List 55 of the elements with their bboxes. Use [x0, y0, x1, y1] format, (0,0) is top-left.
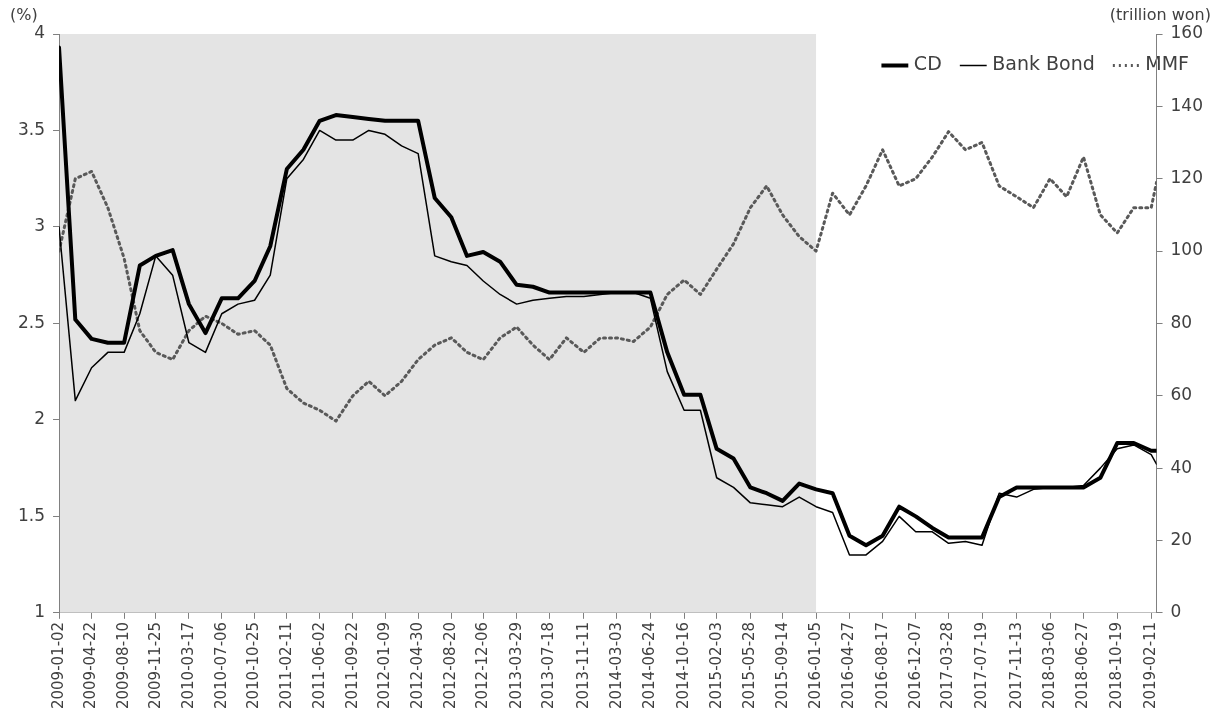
x-tick-label: 2009-04-22: [81, 621, 100, 710]
line-series: [59, 130, 1157, 423]
x-tick-label: 2009-08-10: [114, 621, 133, 710]
x-tick-label: 2013-07-18: [539, 621, 558, 710]
x-tick-label: 2009-11-25: [145, 621, 164, 710]
x-tick-label: 2010-03-17: [178, 621, 197, 710]
y-tick-label: 3.5: [17, 118, 46, 139]
x-tick-label: 2015-05-28: [740, 621, 759, 710]
y2-tick-label: 0: [1170, 601, 1182, 622]
x-tick-label: 2014-10-16: [674, 621, 693, 710]
x-tick-label: 2014-06-24: [640, 621, 659, 710]
y2-tick-label: 160: [1170, 22, 1204, 43]
x-tick-label: 2015-09-14: [772, 621, 791, 710]
y-tick-label: 2.5: [17, 311, 46, 332]
y2-axis-title: (trillion won): [1109, 5, 1211, 25]
x-tick-label: 2012-04-30: [408, 621, 427, 710]
y2-tick-label: 60: [1170, 384, 1193, 405]
legend-label: CD: [913, 52, 942, 75]
x-tick-label: 2018-06-27: [1073, 621, 1092, 710]
x-tick-label: 2011-06-02: [309, 621, 328, 710]
x-tick-label: 2016-01-05: [805, 621, 824, 710]
y-tick-label: 2: [34, 408, 46, 429]
legend-label: Bank Bond: [992, 52, 1095, 75]
y-axis-title: (%): [10, 5, 38, 25]
y2-tick-label: 80: [1170, 311, 1193, 332]
x-tick-label: 2016-04-27: [839, 621, 858, 710]
x-tick-label: 2017-11-13: [1006, 621, 1025, 710]
x-tick-label: 2014-03-03: [606, 621, 625, 710]
x-tick-label: 2017-07-19: [971, 621, 990, 710]
y2-tick-label: 100: [1170, 239, 1204, 260]
x-tick-label: 2013-03-29: [506, 621, 525, 710]
x-tick-label: 2019-02-11: [1141, 621, 1160, 710]
x-tick-label: 2016-08-17: [872, 621, 891, 710]
x-tick-label: 2009-01-02: [48, 621, 67, 710]
y-tick-label: 1: [34, 601, 46, 622]
x-tick-label: 2012-01-09: [374, 621, 393, 710]
x-tick-label: 2012-12-06: [473, 621, 492, 710]
x-tick-label: 2010-07-06: [211, 621, 230, 710]
x-tick-label: 2012-08-20: [441, 621, 460, 710]
x-tick-label: 2016-12-07: [905, 621, 924, 710]
y-tick-label: 4: [34, 22, 46, 43]
x-tick-label: 2018-10-19: [1107, 621, 1126, 710]
x-tick-label: 2011-09-22: [342, 621, 361, 710]
y-tick-label: 3: [34, 215, 46, 236]
y2-tick-label: 120: [1170, 167, 1204, 188]
x-tick-label: 2010-10-25: [244, 621, 263, 710]
y2-tick-label: 40: [1170, 456, 1193, 477]
x-tick-label: 2015-02-03: [706, 621, 725, 710]
y2-tick-label: 20: [1170, 528, 1193, 549]
x-tick-label: 2018-03-06: [1039, 621, 1058, 710]
y-tick-label: 1.5: [17, 504, 46, 525]
x-tick-label: 2013-11-11: [573, 621, 592, 710]
x-tick-label: 2011-02-11: [276, 621, 295, 710]
x-tick-label: 2017-03-28: [938, 621, 957, 710]
y2-tick-label: 140: [1170, 94, 1204, 115]
